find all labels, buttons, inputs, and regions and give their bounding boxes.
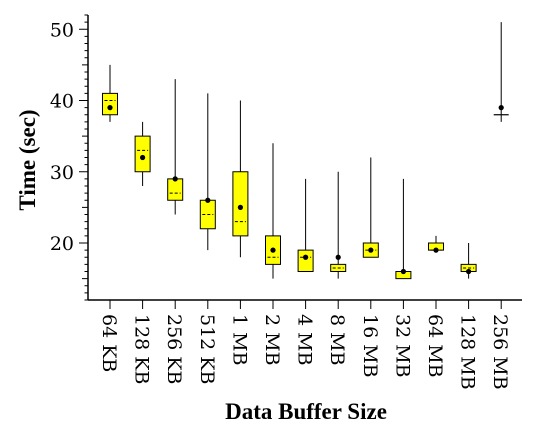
y-tick-label: 50 bbox=[50, 19, 74, 41]
box-body bbox=[102, 92, 118, 116]
plot-area bbox=[102, 22, 509, 280]
x-tick-label: 128 MB bbox=[457, 314, 479, 390]
box-64-mb bbox=[428, 235, 444, 253]
mean-marker bbox=[172, 176, 178, 182]
x-tick-label: 4 MB bbox=[294, 314, 316, 366]
x-axis-title: Data Buffer Size bbox=[225, 399, 387, 424]
y-tick-label: 30 bbox=[50, 162, 74, 184]
box-128-kb bbox=[134, 121, 151, 186]
box-256-kb bbox=[167, 79, 184, 215]
x-tick-label: 8 MB bbox=[326, 314, 348, 366]
x-tick-label: 128 KB bbox=[131, 314, 153, 384]
box-16-mb bbox=[362, 157, 379, 258]
x-tick-label: 32 MB bbox=[391, 314, 413, 378]
box-body bbox=[232, 171, 249, 237]
box-2-mb bbox=[265, 143, 281, 279]
y-tick-label: 40 bbox=[50, 91, 74, 113]
x-tick-label: 256 MB bbox=[489, 314, 511, 390]
box-512-kb bbox=[199, 93, 216, 251]
box-128-mb bbox=[460, 243, 477, 279]
x-tick-label: 256 KB bbox=[163, 314, 185, 384]
mean-marker bbox=[466, 268, 472, 275]
box-4-mb bbox=[297, 178, 314, 272]
box-64-kb bbox=[102, 64, 118, 122]
x-tick-label: 1 MB bbox=[228, 314, 250, 366]
mean-marker bbox=[400, 268, 406, 275]
x-axis-ticks: 64 KB 128 KB 256 KB 512 KB 1 MB 2 MB 4 MB 8 MB 1… bbox=[98, 300, 511, 390]
x-tick-label: 2 MB bbox=[261, 314, 283, 366]
mean-marker bbox=[270, 247, 276, 253]
x-tick-label: 64 MB bbox=[424, 314, 446, 378]
box-1-mb bbox=[232, 100, 249, 258]
y-axis-title: Time (sec) bbox=[15, 109, 40, 210]
mean-marker bbox=[303, 254, 309, 260]
mean-marker bbox=[140, 154, 146, 161]
mean-marker bbox=[368, 247, 374, 253]
box-32-mb bbox=[395, 178, 412, 280]
x-tick-label: 16 MB bbox=[359, 314, 381, 378]
mean-marker bbox=[433, 247, 439, 253]
mean-marker bbox=[237, 204, 243, 210]
mean-marker bbox=[205, 197, 211, 203]
y-tick-label: 20 bbox=[50, 233, 74, 255]
mean-marker bbox=[498, 105, 504, 111]
mean-marker bbox=[335, 254, 341, 260]
box-256-mb bbox=[493, 22, 509, 122]
box-body bbox=[297, 249, 314, 272]
y-axis-ticks: 20 30 40 50 bbox=[50, 14, 88, 301]
x-tick-label: 64 KB bbox=[98, 314, 120, 372]
box-8-mb bbox=[330, 171, 347, 279]
x-tick-label: 512 KB bbox=[196, 314, 218, 384]
mean-marker bbox=[107, 105, 113, 111]
box-body bbox=[167, 178, 184, 201]
box-body bbox=[134, 135, 151, 173]
